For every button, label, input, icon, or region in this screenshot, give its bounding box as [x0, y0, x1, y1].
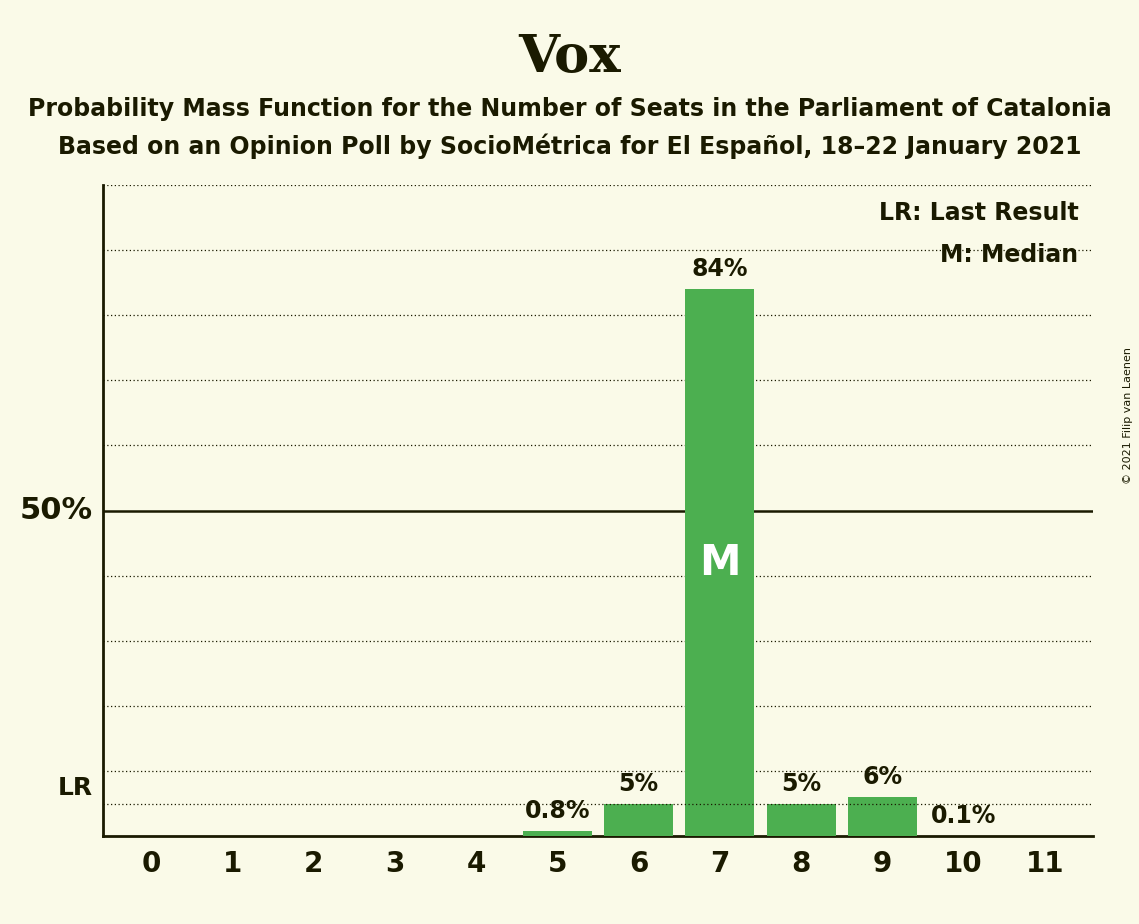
Text: 84%: 84% — [691, 257, 748, 281]
Text: 6%: 6% — [862, 765, 902, 789]
Text: LR: Last Result: LR: Last Result — [879, 201, 1079, 225]
Text: © 2021 Filip van Laenen: © 2021 Filip van Laenen — [1123, 347, 1133, 484]
Text: 50%: 50% — [19, 496, 92, 525]
Text: Vox: Vox — [518, 32, 621, 83]
Text: 0.1%: 0.1% — [931, 804, 997, 828]
Text: 5%: 5% — [781, 772, 821, 796]
Bar — [847, 797, 917, 836]
Bar — [604, 804, 673, 836]
Text: 5%: 5% — [618, 772, 658, 796]
Text: Probability Mass Function for the Number of Seats in the Parliament of Catalonia: Probability Mass Function for the Number… — [27, 97, 1112, 121]
Bar — [523, 831, 592, 836]
Text: Based on an Opinion Poll by SocioMétrica for El Español, 18–22 January 2021: Based on an Opinion Poll by SocioMétrica… — [58, 134, 1081, 160]
Bar — [686, 289, 754, 836]
Text: M: M — [699, 541, 740, 584]
Text: M: Median: M: Median — [941, 243, 1079, 267]
Text: LR: LR — [57, 776, 92, 800]
Text: 0.8%: 0.8% — [525, 799, 590, 823]
Bar — [767, 804, 836, 836]
